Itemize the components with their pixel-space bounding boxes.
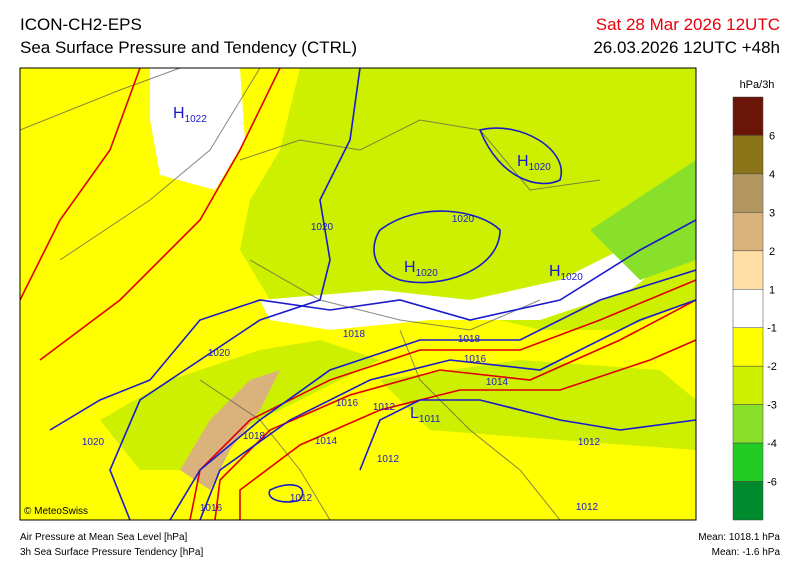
center-value: 1020: [416, 268, 439, 279]
isobar-label: 1020: [452, 214, 475, 225]
colorbar-swatch: [732, 135, 764, 175]
colorbar-label: 4: [769, 169, 775, 181]
product-title: Sea Surface Pressure and Tendency (CTRL): [20, 38, 357, 57]
colorbar-label: 1: [769, 284, 775, 296]
colorbar-swatch: [732, 289, 764, 328]
tendency-area: [380, 360, 696, 450]
center-symbol: H: [404, 259, 416, 276]
isobar-label: 1012: [576, 502, 599, 513]
colorbar-swatch: [732, 404, 764, 444]
model-title: ICON-CH2-EPS: [20, 15, 142, 34]
center-value: 1011: [419, 414, 441, 425]
valid-time: Sat 28 Mar 2026 12UTC: [596, 15, 780, 34]
mean-pressure: Mean: 1018.1 hPa: [698, 532, 780, 543]
colorbar-swatch: [732, 481, 764, 521]
colorbar-swatch: [732, 250, 764, 290]
center-symbol: H: [517, 153, 529, 170]
colorbar-swatch: [732, 96, 764, 136]
colorbar: hPa/3h 6 4 3 2 1 -1 -2 -3 -4 -6: [732, 79, 777, 521]
center-value: 1022: [185, 114, 208, 125]
isobar-label: 1018: [243, 431, 266, 442]
colorbar-label: 2: [769, 246, 775, 258]
isobar-label: 1012: [578, 437, 601, 448]
tendency-isolines: [20, 68, 696, 520]
isobar-label: 1020: [208, 348, 231, 359]
isobar-label: 1018: [343, 329, 366, 340]
colorbar-swatch: [732, 327, 764, 367]
isobar-label: 1020: [82, 437, 105, 448]
colorbar-label: -2: [767, 361, 777, 373]
colorbar-label: -6: [767, 477, 777, 489]
pressure-center: H1020: [404, 259, 438, 279]
colorbar-label: -1: [767, 323, 777, 335]
isobar-label: 1014: [486, 377, 509, 388]
isobar-label: 1016: [200, 503, 223, 514]
colorbar-label: 3: [769, 207, 775, 219]
isobar-label: 1012: [290, 493, 313, 504]
borders: [20, 68, 601, 520]
pressure-center: H1020: [549, 263, 583, 283]
colorbar-swatch: [732, 173, 764, 213]
legend-item: 3h Sea Surface Pressure Tendency [hPa]: [20, 547, 203, 558]
tendency-area: [590, 160, 696, 280]
tendency-area: [180, 370, 280, 490]
center-value: 1020: [529, 162, 552, 173]
colorbar-swatch: [732, 442, 764, 482]
isobar-label: 1020: [311, 222, 334, 233]
colorbar-label: -3: [767, 400, 777, 412]
isobar-label: 1018: [458, 334, 481, 345]
isobar-label: 1016: [336, 398, 359, 409]
center-symbol: L: [410, 405, 419, 422]
tendency-area: [260, 200, 696, 330]
center-symbol: H: [549, 263, 561, 280]
credit: © MeteoSwiss: [24, 506, 88, 517]
colorbar-unit: hPa/3h: [740, 79, 775, 91]
map-frame: [19, 67, 697, 521]
colorbar-label: -4: [767, 438, 777, 450]
isobar-label: 1012: [377, 454, 400, 465]
isobar-label: 1014: [315, 436, 338, 447]
isobar-label: 1016: [464, 354, 487, 365]
colorbar-label: 6: [769, 130, 775, 142]
center-symbol: H: [173, 105, 185, 122]
pressure-center: L1011: [410, 405, 441, 425]
legend-item: Air Pressure at Mean Sea Level [hPa]: [20, 532, 188, 543]
tendency-area: [240, 68, 696, 330]
pressure-center: H1020: [517, 153, 551, 173]
pressure-center: H1022: [173, 105, 207, 125]
center-value: 1020: [561, 272, 584, 283]
tendency-area: [150, 68, 245, 190]
colorbar-swatch: [732, 365, 764, 405]
colorbar-swatch: [732, 212, 764, 252]
isobar-label: 1012: [373, 402, 396, 413]
run-time: 26.03.2026 12UTC +48h: [593, 38, 780, 57]
isobars: [49, 68, 696, 520]
mean-tendency: Mean: -1.6 hPa: [712, 547, 781, 558]
